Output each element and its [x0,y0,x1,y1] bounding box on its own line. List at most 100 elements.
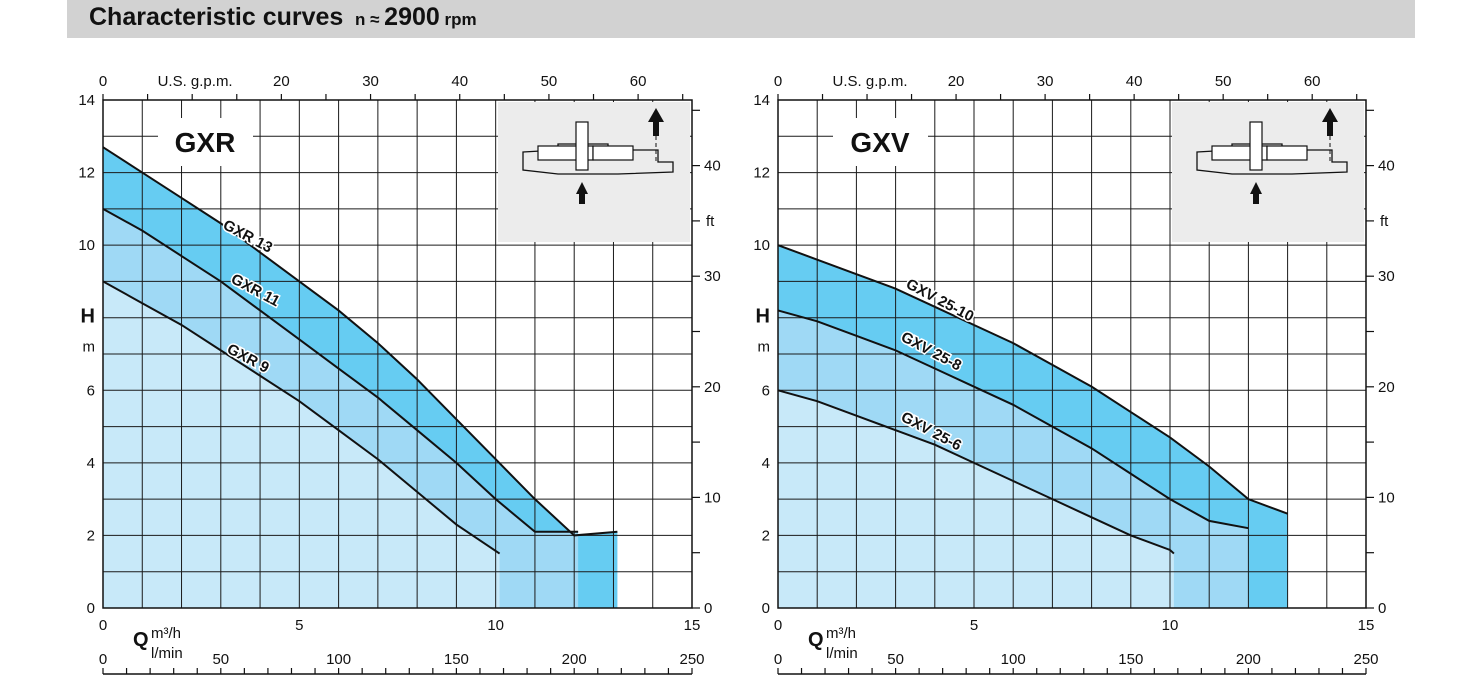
lmin-tick-label: 0 [99,651,107,668]
curve-line [102,146,618,537]
gpm-tick-label: 30 [362,73,379,90]
y-tick-label: 6 [87,382,95,399]
y-tick-label: 4 [87,455,95,472]
x-tick-label: 10 [487,617,504,634]
ft-tick-label: 40 [704,158,721,175]
shaft-shape [1249,121,1263,171]
y-tick-label: 2 [762,527,770,544]
plot-frame [102,99,693,609]
model-label: GXV [850,127,909,158]
speed-unit: rpm [444,10,477,29]
ft-unit-label: ft [706,213,715,230]
pump-inlet-bottom-outlet-top-icon [522,108,674,204]
lmin-tick-label: 100 [326,651,351,668]
x-unit-bottom-label: l/min [151,645,183,662]
x-tick-label: 5 [970,617,978,634]
gpm-unit-label: U.S. g.p.m. [158,73,233,90]
ft-tick-label: 20 [1378,379,1395,396]
x-unit-bottom-label: l/min [826,645,858,662]
y-tick-label: 0 [87,600,95,617]
y-tick-label: 10 [753,237,770,254]
model-label-box [158,118,253,166]
y-axis-letter: H [756,306,770,328]
title-text: Characteristic curves [89,3,344,31]
curve-line [777,389,1175,555]
impeller-right-shape [1266,145,1308,161]
y-tick-label: 2 [87,527,95,544]
x-tick-label: 0 [99,617,107,634]
lmin-tick-label: 200 [562,651,587,668]
inlet-arrow-icon [576,182,588,204]
outlet-arrow-icon [648,108,664,136]
x-tick-label: 5 [295,617,303,634]
ft-tick-label: 20 [704,379,721,396]
y-tick-label: 12 [753,165,770,182]
ft-unit-label: ft [1380,213,1389,230]
ft-tick-label: 0 [704,600,712,617]
y-unit-label: m [758,339,771,356]
lmin-tick-label: 250 [679,651,704,668]
lmin-tick-label: 50 [212,651,229,668]
gpm-tick-label: 0 [99,73,107,90]
gpm-tick-label: 60 [630,73,647,90]
ft-tick-label: 40 [1378,158,1395,175]
x-tick-label: 10 [1162,617,1179,634]
gpm-tick-label: 20 [948,73,965,90]
impeller-right-shape [592,145,634,161]
gpm-tick-label: 30 [1037,73,1054,90]
ft-tick-label: 30 [1378,268,1395,285]
y-tick-label: 10 [78,237,95,254]
gpm-tick-label: 20 [273,73,290,90]
y-tick-label: 0 [762,600,770,617]
pump-casing-shape [522,143,674,175]
x-unit-top-label: m³/h [151,625,181,642]
y-tick-label: 6 [762,382,770,399]
y-tick-label: 4 [762,455,770,472]
pump-suction-bottom-outlet-top-icon [1196,108,1348,204]
x-unit-top-label: m³/h [826,625,856,642]
y-axis-letter: H [81,306,95,328]
x-axis-letter: Q [808,629,824,651]
ft-tick-label: 0 [1378,600,1386,617]
speed-annotation: n ≈ 2900 rpm [350,3,477,31]
lmin-tick-label: 150 [444,651,469,668]
model-label: GXR [175,127,236,158]
speed-value: 2900 [384,3,440,31]
pump-casing-shape [1196,143,1348,175]
inlet-arrow-icon [1250,182,1262,204]
ft-tick-label: 30 [704,268,721,285]
gpm-tick-label: 60 [1304,73,1321,90]
lmin-tick-label: 200 [1236,651,1261,668]
gpm-tick-label: 50 [541,73,558,90]
gpm-tick-label: 40 [1126,73,1143,90]
curve-line [777,309,1249,530]
y-tick-label: 12 [78,165,95,182]
speed-prefix: n ≈ [355,10,380,29]
lmin-tick-label: 100 [1001,651,1026,668]
section-header: Characteristic curves n ≈ 2900 rpm [67,0,1415,38]
lmin-tick-label: 50 [887,651,904,668]
ft-tick-label: 10 [1378,489,1395,506]
gpm-tick-label: 50 [1215,73,1232,90]
curve-line [102,207,579,533]
y-tick-label: 14 [78,92,95,109]
header-title: Characteristic curves n ≈ 2900 rpm [89,3,477,32]
y-tick-label: 14 [753,92,770,109]
x-axis-letter: Q [133,629,149,651]
y-unit-label: m [83,339,96,356]
shaft-shape [575,121,589,171]
gpm-unit-label: U.S. g.p.m. [833,73,908,90]
x-tick-label: 0 [774,617,782,634]
model-label-box [833,118,928,166]
plot-frame [777,99,1367,609]
curve-line [777,244,1288,515]
lmin-tick-label: 150 [1118,651,1143,668]
x-tick-label: 15 [1358,617,1375,634]
outlet-arrow-icon [1322,108,1338,136]
x-tick-label: 15 [684,617,701,634]
lmin-tick-label: 250 [1353,651,1378,668]
curve-fill-3 [103,281,500,608]
